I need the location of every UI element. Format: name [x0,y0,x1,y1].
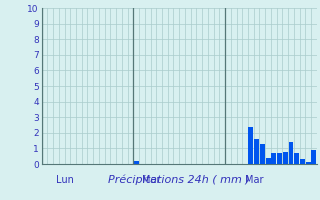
Bar [134,161,139,164]
Bar [300,159,305,164]
Bar [248,127,253,164]
Text: Lun: Lun [56,175,74,185]
Bar [283,152,288,164]
Text: Mer: Mer [142,175,160,185]
Bar [289,142,293,164]
Bar [277,153,282,164]
Bar [271,153,276,164]
Bar [294,153,299,164]
Bar [311,150,316,164]
Bar [266,158,270,164]
Text: Mar: Mar [245,175,264,185]
Text: Précipitations 24h ( mm ): Précipitations 24h ( mm ) [108,175,250,185]
Bar [260,144,265,164]
Bar [254,139,259,164]
Bar [306,162,311,164]
